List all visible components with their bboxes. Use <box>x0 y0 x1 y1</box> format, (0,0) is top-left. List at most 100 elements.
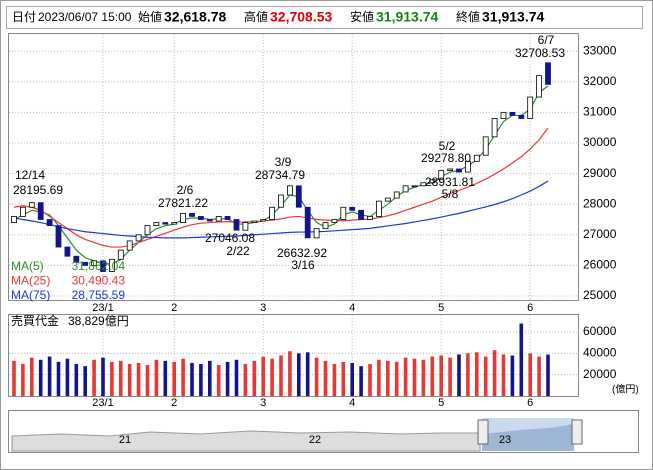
volume-bar <box>234 359 239 396</box>
y-tick-label: 40000 <box>583 346 617 360</box>
volume-bar <box>492 350 497 396</box>
volume-bar <box>74 364 79 396</box>
volume-bar <box>421 359 426 396</box>
annotation-value: 32708.53 <box>515 46 565 60</box>
candle-body <box>251 220 258 223</box>
navigator-handle-left[interactable] <box>477 419 489 445</box>
y-tick-label: 20000 <box>583 367 617 381</box>
x-tick-label: 6 <box>527 302 533 314</box>
x-tick-label: 6 <box>527 397 533 409</box>
candle-body <box>367 216 373 220</box>
volume-bar <box>65 358 70 396</box>
volume-bar <box>199 364 203 396</box>
annotation-value: 28734.79 <box>255 168 305 182</box>
navigator-handle-right[interactable] <box>571 419 583 445</box>
volume-bar <box>350 362 354 396</box>
ma-line <box>13 180 549 239</box>
y-tick-label: 33000 <box>583 43 617 57</box>
candle-body <box>28 202 35 208</box>
candle-body <box>19 206 26 217</box>
candle-body <box>286 185 293 196</box>
volume-bar <box>305 352 310 396</box>
volume-bar <box>270 358 274 396</box>
candle-body <box>402 185 409 193</box>
candle-body <box>171 222 178 225</box>
volume-bar <box>377 359 381 396</box>
legend-value: 28,755.59 <box>72 288 126 302</box>
x-tick-label: 2 <box>171 302 177 314</box>
candle-body <box>37 202 44 220</box>
volume-bar <box>359 366 363 396</box>
candle-body <box>180 212 187 223</box>
annotation-value: 28931.81 <box>425 175 475 189</box>
candle-body <box>518 115 525 119</box>
candle-body <box>500 111 507 119</box>
candle-body <box>384 197 391 202</box>
candle-body <box>162 222 169 225</box>
header-box <box>6 6 643 29</box>
candle-body <box>358 209 365 220</box>
candle-body <box>491 118 498 138</box>
volume-bar <box>92 359 96 396</box>
volume-bar <box>546 354 550 396</box>
navigator-area <box>11 430 481 452</box>
volume-bar <box>323 360 328 396</box>
candle-body <box>438 170 445 181</box>
volume-bar <box>386 360 390 396</box>
volume-bar <box>38 359 43 396</box>
candle-body <box>464 160 471 173</box>
candle-body <box>64 246 71 257</box>
header-text: 日付 <box>12 10 36 24</box>
volume-total: 38,829億円 <box>68 314 129 328</box>
candle-body <box>536 75 542 98</box>
candle-body <box>189 212 195 217</box>
candle-body <box>420 182 427 187</box>
volume-bar <box>21 364 25 396</box>
candle-body <box>322 222 329 230</box>
volume-bar <box>475 352 479 396</box>
candle-body <box>340 206 347 220</box>
volume-bar <box>528 353 532 396</box>
header-text: 安値 <box>350 9 374 24</box>
header-text: 高値 <box>244 9 268 24</box>
x-tick-label: 2 <box>171 397 177 409</box>
y-tick-label: 26000 <box>583 258 617 272</box>
candle-body <box>278 194 284 208</box>
candle-body <box>117 249 124 260</box>
candle-body <box>73 255 80 263</box>
volume-bar <box>243 364 248 396</box>
candle-body <box>295 185 302 208</box>
annotation-date: 5/2 <box>439 139 456 153</box>
annotation-date: 12/14 <box>15 168 45 182</box>
header-text: 2023/06/07 15:00 <box>38 10 132 24</box>
volume-bar <box>279 355 283 396</box>
volume-bar <box>403 357 408 396</box>
candle-body <box>206 219 213 222</box>
volume-bar <box>510 355 515 396</box>
volume-bar <box>297 353 301 396</box>
volume-bar <box>483 356 488 396</box>
legend-value: 30,490.43 <box>72 274 126 288</box>
candle-body <box>304 206 311 239</box>
volume-bar <box>216 365 221 396</box>
x-tick-label: 3 <box>260 302 266 314</box>
candle-body <box>393 191 400 199</box>
navigator-window-area <box>482 424 574 451</box>
header-text: 32,618.78 <box>164 9 226 25</box>
volume-bar <box>314 357 319 396</box>
candle-body <box>46 219 53 227</box>
x-tick-label: 4 <box>349 397 355 409</box>
legend-name: MA(5) <box>11 259 44 273</box>
candle-body <box>91 260 97 266</box>
volume-bar <box>208 360 212 396</box>
y-tick-label: 60000 <box>583 324 617 338</box>
volume-title: 売買代金 <box>11 313 59 328</box>
legend-value: 31,862.04 <box>72 259 126 273</box>
volume-bar <box>127 364 132 396</box>
volume-bar <box>119 360 123 396</box>
header-text: 始値 <box>138 9 162 24</box>
candle-body <box>269 206 276 220</box>
ma-line <box>13 127 549 248</box>
y-tick-label: 28000 <box>583 196 617 210</box>
